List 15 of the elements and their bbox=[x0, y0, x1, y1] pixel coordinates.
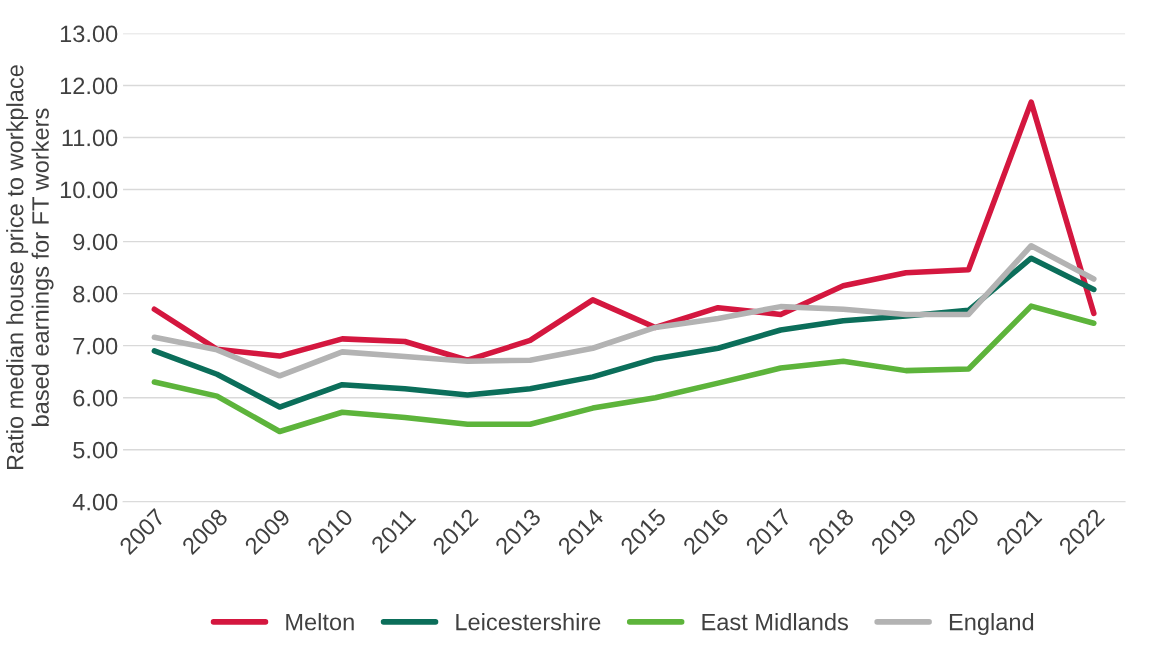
y-tick-label: 12.00 bbox=[60, 77, 118, 95]
legend-label: Melton bbox=[286, 613, 354, 631]
y-tick-label: 4.00 bbox=[72, 493, 118, 511]
y-axis-title: Ratio median house price to workplace based earnings for FT workers bbox=[6, 65, 54, 470]
y-tick-label: 10.00 bbox=[60, 181, 118, 199]
y-tick-label: 9.00 bbox=[73, 233, 118, 251]
y-tick-label: 8.00 bbox=[73, 285, 118, 303]
y-tick-label: 6.00 bbox=[73, 389, 118, 407]
y-tick-label: 7.00 bbox=[73, 337, 118, 355]
legend-label: England bbox=[949, 613, 1034, 636]
y-tick-label: 11.00 bbox=[62, 129, 118, 147]
y-tick-label: 13.00 bbox=[60, 25, 118, 43]
legend-label: Leicestershire bbox=[456, 613, 601, 631]
y-tick-label: 5.00 bbox=[73, 441, 118, 459]
legend-label: East Midlands bbox=[702, 613, 848, 631]
